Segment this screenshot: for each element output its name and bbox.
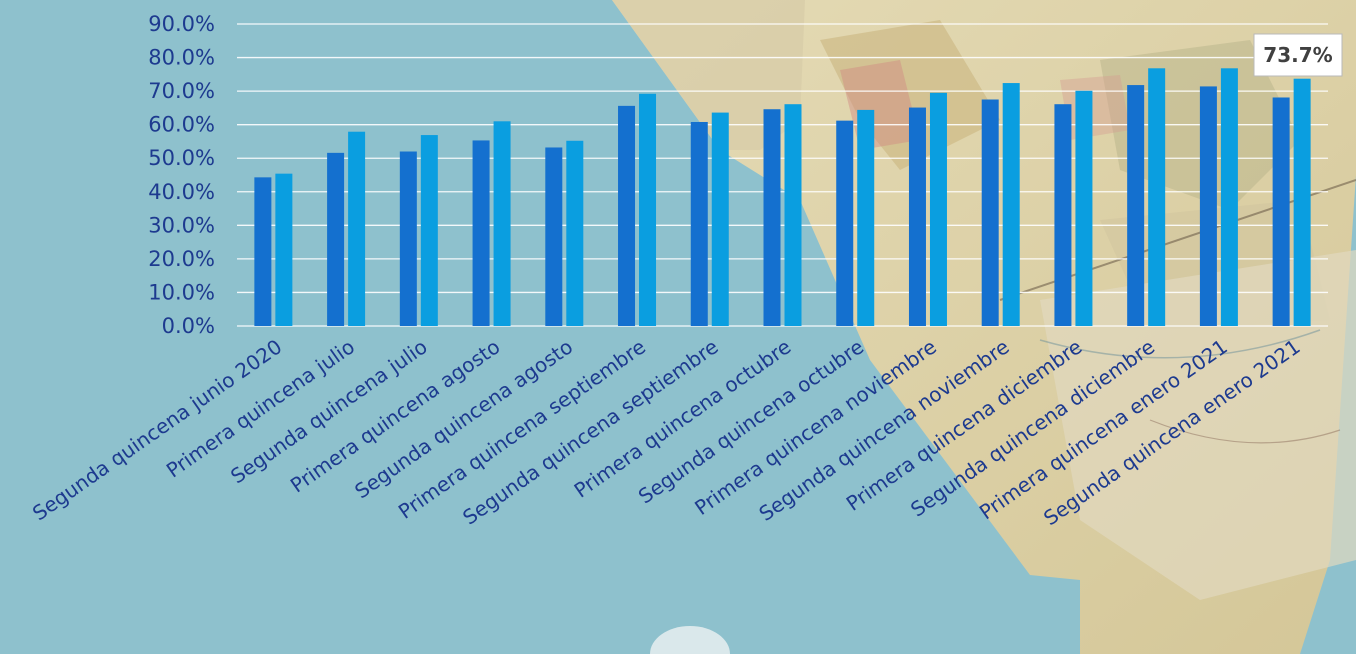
shell-decoration <box>650 626 730 654</box>
bar-series-1 <box>981 99 999 326</box>
callout-box <box>1253 33 1343 77</box>
bar-series-2 <box>566 140 584 326</box>
y-tick-label: 10.0% <box>148 280 215 304</box>
y-tick-label: 50.0% <box>148 146 215 170</box>
bar-series-2 <box>1075 90 1093 326</box>
y-tick-label: 20.0% <box>148 247 215 271</box>
bar-series-2 <box>1002 83 1020 327</box>
bar-series-1 <box>399 151 417 326</box>
bar-series-1 <box>1054 104 1072 326</box>
y-tick-label: 80.0% <box>148 46 215 70</box>
bar-series-2 <box>711 112 729 326</box>
y-tick-label: 0.0% <box>162 314 215 338</box>
bar-series-2 <box>784 104 802 326</box>
bar-series-1 <box>545 147 563 326</box>
bar-series-2 <box>1148 68 1166 326</box>
bar-series-1 <box>1272 97 1290 326</box>
y-tick-label: 30.0% <box>148 213 215 237</box>
y-tick-label: 60.0% <box>148 113 215 137</box>
value-callout: 73.7% <box>1253 33 1343 77</box>
bar-series-2 <box>857 109 875 326</box>
bar-series-1 <box>763 109 781 326</box>
bar-series-2 <box>348 131 366 326</box>
y-tick-label: 70.0% <box>148 79 215 103</box>
bars <box>254 68 1311 327</box>
y-tick-label: 90.0% <box>148 12 215 36</box>
callout-label: 73.7% <box>1263 43 1332 67</box>
bar-series-1 <box>908 107 926 326</box>
bar-series-2 <box>1220 68 1238 326</box>
bar-series-1 <box>836 120 854 326</box>
bar-series-2 <box>929 92 947 327</box>
bar-series-2 <box>275 173 293 326</box>
bar-series-2 <box>1293 78 1311 326</box>
bar-series-1 <box>327 152 345 326</box>
bar-series-2 <box>493 121 511 326</box>
y-axis: 0.0% 10.0% 20.0% 30.0% 40.0% 50.0% 60.0% 70.0% 8… <box>148 12 215 338</box>
bar-series-1 <box>1127 85 1145 327</box>
bar-series-1 <box>472 140 490 326</box>
bar-series-1 <box>1199 86 1217 326</box>
bar-series-1 <box>690 121 708 326</box>
y-tick-label: 40.0% <box>148 180 215 204</box>
bar-series-1 <box>618 105 636 327</box>
bar-series-2 <box>420 135 438 326</box>
gridlines <box>237 23 1328 327</box>
bar-series-2 <box>639 93 657 326</box>
bar-series-1 <box>254 177 272 326</box>
